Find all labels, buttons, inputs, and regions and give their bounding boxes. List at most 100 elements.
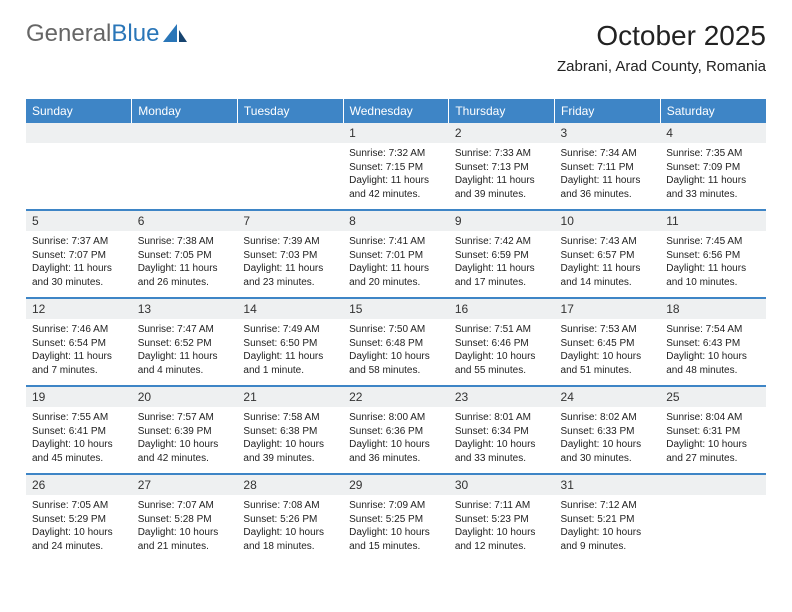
day-number: 26: [26, 475, 132, 495]
day-cell: 15Sunrise: 7:50 AMSunset: 6:48 PMDayligh…: [343, 298, 449, 386]
day-number: 22: [343, 387, 449, 407]
day-data: Sunrise: 7:50 AMSunset: 6:48 PMDaylight:…: [343, 319, 449, 385]
day-cell: 16Sunrise: 7:51 AMSunset: 6:46 PMDayligh…: [449, 298, 555, 386]
day-data: Sunrise: 7:42 AMSunset: 6:59 PMDaylight:…: [449, 231, 555, 297]
day-number: 16: [449, 299, 555, 319]
day-data: Sunrise: 7:54 AMSunset: 6:43 PMDaylight:…: [660, 319, 766, 385]
day-cell: 9Sunrise: 7:42 AMSunset: 6:59 PMDaylight…: [449, 210, 555, 298]
day-cell: 20Sunrise: 7:57 AMSunset: 6:39 PMDayligh…: [132, 386, 238, 474]
day-data: Sunrise: 8:01 AMSunset: 6:34 PMDaylight:…: [449, 407, 555, 473]
day-data: Sunrise: 7:35 AMSunset: 7:09 PMDaylight:…: [660, 143, 766, 209]
day-cell: 6Sunrise: 7:38 AMSunset: 7:05 PMDaylight…: [132, 210, 238, 298]
day-number: 30: [449, 475, 555, 495]
week-row: 5Sunrise: 7:37 AMSunset: 7:07 PMDaylight…: [26, 210, 766, 298]
day-data: [660, 495, 766, 561]
week-row: 1Sunrise: 7:32 AMSunset: 7:15 PMDaylight…: [26, 123, 766, 210]
week-row: 26Sunrise: 7:05 AMSunset: 5:29 PMDayligh…: [26, 474, 766, 561]
day-number: 21: [237, 387, 343, 407]
day-number: 25: [660, 387, 766, 407]
day-cell: 31Sunrise: 7:12 AMSunset: 5:21 PMDayligh…: [555, 474, 661, 561]
day-number: 15: [343, 299, 449, 319]
day-number: 20: [132, 387, 238, 407]
day-number: 27: [132, 475, 238, 495]
day-data: Sunrise: 8:00 AMSunset: 6:36 PMDaylight:…: [343, 407, 449, 473]
column-header: Thursday: [449, 99, 555, 123]
day-number: 12: [26, 299, 132, 319]
day-data: Sunrise: 7:43 AMSunset: 6:57 PMDaylight:…: [555, 231, 661, 297]
day-number: 28: [237, 475, 343, 495]
day-data: Sunrise: 8:02 AMSunset: 6:33 PMDaylight:…: [555, 407, 661, 473]
day-cell: 14Sunrise: 7:49 AMSunset: 6:50 PMDayligh…: [237, 298, 343, 386]
day-data: [26, 143, 132, 209]
day-cell: 27Sunrise: 7:07 AMSunset: 5:28 PMDayligh…: [132, 474, 238, 561]
day-cell: 2Sunrise: 7:33 AMSunset: 7:13 PMDaylight…: [449, 123, 555, 210]
week-row: 12Sunrise: 7:46 AMSunset: 6:54 PMDayligh…: [26, 298, 766, 386]
day-cell: [132, 123, 238, 210]
day-data: Sunrise: 7:37 AMSunset: 7:07 PMDaylight:…: [26, 231, 132, 297]
day-data: Sunrise: 7:12 AMSunset: 5:21 PMDaylight:…: [555, 495, 661, 561]
day-cell: 26Sunrise: 7:05 AMSunset: 5:29 PMDayligh…: [26, 474, 132, 561]
column-header: Friday: [555, 99, 661, 123]
day-number: 18: [660, 299, 766, 319]
day-number: 7: [237, 211, 343, 231]
day-data: Sunrise: 7:51 AMSunset: 6:46 PMDaylight:…: [449, 319, 555, 385]
day-number: 31: [555, 475, 661, 495]
column-header: Tuesday: [237, 99, 343, 123]
day-cell: 3Sunrise: 7:34 AMSunset: 7:11 PMDaylight…: [555, 123, 661, 210]
day-cell: [26, 123, 132, 210]
day-number: [660, 475, 766, 495]
day-number: 29: [343, 475, 449, 495]
day-cell: [660, 474, 766, 561]
day-number: 3: [555, 123, 661, 143]
calendar-body: 1Sunrise: 7:32 AMSunset: 7:15 PMDaylight…: [26, 123, 766, 561]
day-data: Sunrise: 7:53 AMSunset: 6:45 PMDaylight:…: [555, 319, 661, 385]
day-number: 2: [449, 123, 555, 143]
day-cell: 17Sunrise: 7:53 AMSunset: 6:45 PMDayligh…: [555, 298, 661, 386]
day-data: Sunrise: 8:04 AMSunset: 6:31 PMDaylight:…: [660, 407, 766, 473]
day-data: Sunrise: 7:38 AMSunset: 7:05 PMDaylight:…: [132, 231, 238, 297]
day-number: [132, 123, 238, 143]
day-cell: 11Sunrise: 7:45 AMSunset: 6:56 PMDayligh…: [660, 210, 766, 298]
title-block: October 2025 Zabrani, Arad County, Roman…: [557, 20, 766, 75]
day-cell: 12Sunrise: 7:46 AMSunset: 6:54 PMDayligh…: [26, 298, 132, 386]
calendar-table: SundayMondayTuesdayWednesdayThursdayFrid…: [26, 99, 766, 561]
day-number: 19: [26, 387, 132, 407]
day-data: Sunrise: 7:39 AMSunset: 7:03 PMDaylight:…: [237, 231, 343, 297]
week-row: 19Sunrise: 7:55 AMSunset: 6:41 PMDayligh…: [26, 386, 766, 474]
day-data: Sunrise: 7:58 AMSunset: 6:38 PMDaylight:…: [237, 407, 343, 473]
day-data: Sunrise: 7:05 AMSunset: 5:29 PMDaylight:…: [26, 495, 132, 561]
header: GeneralBlue October 2025 Zabrani, Arad C…: [26, 20, 766, 75]
day-number: 6: [132, 211, 238, 231]
day-cell: 4Sunrise: 7:35 AMSunset: 7:09 PMDaylight…: [660, 123, 766, 210]
day-data: Sunrise: 7:46 AMSunset: 6:54 PMDaylight:…: [26, 319, 132, 385]
day-number: 8: [343, 211, 449, 231]
day-data: Sunrise: 7:07 AMSunset: 5:28 PMDaylight:…: [132, 495, 238, 561]
day-data: Sunrise: 7:55 AMSunset: 6:41 PMDaylight:…: [26, 407, 132, 473]
column-header: Wednesday: [343, 99, 449, 123]
day-number: 4: [660, 123, 766, 143]
day-number: [26, 123, 132, 143]
day-cell: 10Sunrise: 7:43 AMSunset: 6:57 PMDayligh…: [555, 210, 661, 298]
day-data: Sunrise: 7:09 AMSunset: 5:25 PMDaylight:…: [343, 495, 449, 561]
day-cell: 19Sunrise: 7:55 AMSunset: 6:41 PMDayligh…: [26, 386, 132, 474]
day-data: Sunrise: 7:33 AMSunset: 7:13 PMDaylight:…: [449, 143, 555, 209]
day-cell: [237, 123, 343, 210]
sail-icon: [163, 24, 189, 44]
day-number: 1: [343, 123, 449, 143]
brand-part2: Blue: [111, 20, 159, 47]
day-cell: 18Sunrise: 7:54 AMSunset: 6:43 PMDayligh…: [660, 298, 766, 386]
day-number: 24: [555, 387, 661, 407]
day-data: Sunrise: 7:45 AMSunset: 6:56 PMDaylight:…: [660, 231, 766, 297]
day-number: [237, 123, 343, 143]
day-data: Sunrise: 7:34 AMSunset: 7:11 PMDaylight:…: [555, 143, 661, 209]
month-title: October 2025: [557, 20, 766, 52]
brand-text: GeneralBlue: [26, 20, 159, 48]
day-number: 9: [449, 211, 555, 231]
day-cell: 13Sunrise: 7:47 AMSunset: 6:52 PMDayligh…: [132, 298, 238, 386]
day-data: [132, 143, 238, 209]
day-cell: 29Sunrise: 7:09 AMSunset: 5:25 PMDayligh…: [343, 474, 449, 561]
column-header: Monday: [132, 99, 238, 123]
column-header: Saturday: [660, 99, 766, 123]
day-cell: 22Sunrise: 8:00 AMSunset: 6:36 PMDayligh…: [343, 386, 449, 474]
location: Zabrani, Arad County, Romania: [557, 58, 766, 75]
